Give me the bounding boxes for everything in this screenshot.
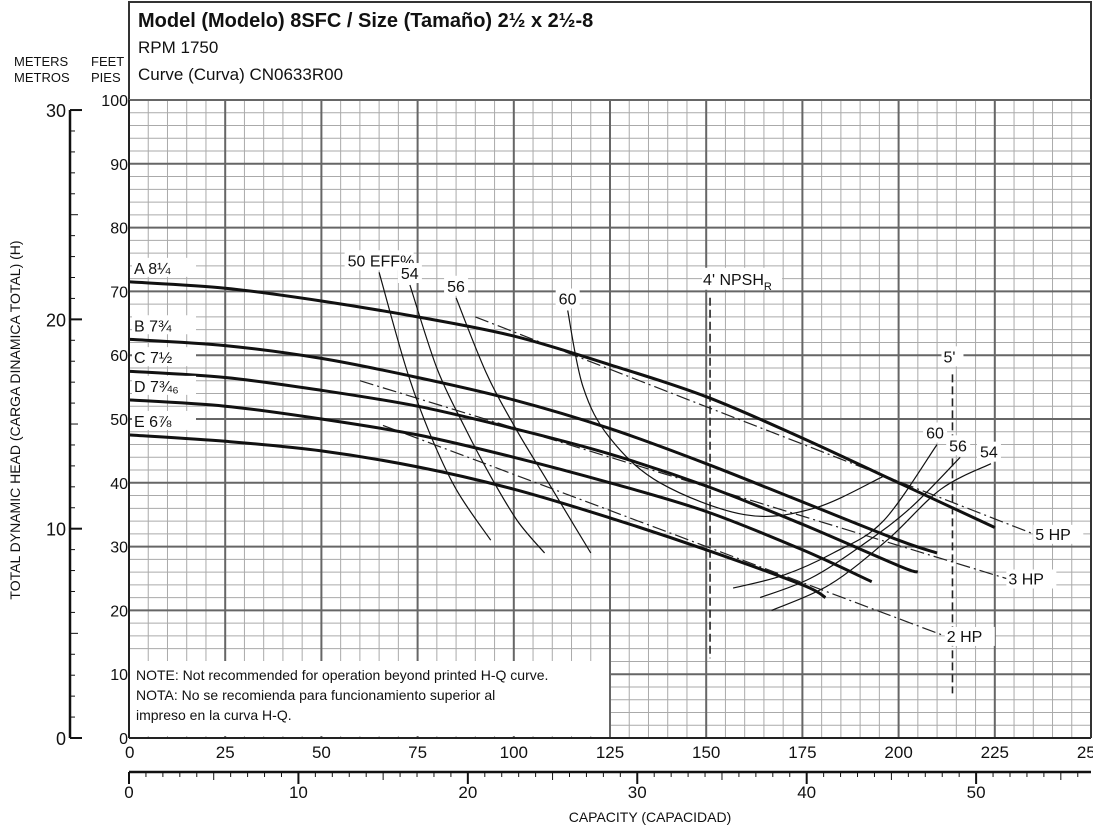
x-tick-label-gpm: 250 xyxy=(1077,743,1093,762)
y-tick-label-meters: 20 xyxy=(46,310,66,330)
y-tick-label-feet: 10 xyxy=(110,667,128,684)
npsh-label: 5' xyxy=(943,349,955,366)
x-tick-label-m3h: 20 xyxy=(458,783,477,802)
efficiency-label: 60 xyxy=(926,426,944,443)
hp-line xyxy=(359,380,1007,580)
y-tick-label-feet: 0 xyxy=(119,731,128,748)
y-tick-label-meters: 10 xyxy=(46,520,66,540)
hp-label-bg xyxy=(944,626,995,646)
efficiency-curve xyxy=(771,463,992,611)
x-tick-label-gpm: 0 xyxy=(125,743,134,762)
note-line-2: NOTA: No se recomienda para funcionamien… xyxy=(136,687,495,703)
efficiency-label: 56 xyxy=(949,438,967,455)
efficiency-label: 60 xyxy=(559,292,577,309)
rpm-label: RPM 1750 xyxy=(138,38,218,57)
efficiency-label: 54 xyxy=(980,445,998,462)
x-tick-label-m3h: 0 xyxy=(124,783,133,802)
y-tick-label-feet: 50 xyxy=(110,412,128,429)
efficiency-label-bg xyxy=(946,435,971,456)
efficiency-curve xyxy=(567,310,884,517)
y-tick-label-meters: 30 xyxy=(46,101,66,121)
efficiency-label-bg xyxy=(397,263,422,284)
hp-label: 2 HP xyxy=(947,629,983,646)
npsh-label-bg xyxy=(702,267,783,290)
impeller-label: E 6⅞ xyxy=(134,414,172,431)
y-tick-label-feet: 30 xyxy=(110,540,128,557)
pies-label: PIES xyxy=(91,70,121,85)
npsh-label: 4' NPSHR xyxy=(703,272,772,293)
x-axis-title: CAPACITY (CAPACIDAD) xyxy=(569,809,732,825)
x-tick-label-m3h: 40 xyxy=(797,783,816,802)
x-tick-label-m3h: 30 xyxy=(628,783,647,802)
impeller-label-bg xyxy=(132,375,196,395)
efficiency-label-bg xyxy=(344,250,414,271)
meters-label: METERS xyxy=(14,54,69,69)
impeller-label-bg xyxy=(132,347,196,367)
impeller-label: D 7¾₆ xyxy=(134,379,179,396)
efficiency-curve xyxy=(732,444,938,589)
efficiency-label-bg xyxy=(555,288,580,309)
impeller-label-bg xyxy=(132,410,196,430)
impeller-label-bg xyxy=(132,257,196,277)
y-tick-label-feet: 70 xyxy=(110,284,128,301)
header-box xyxy=(128,1,1092,101)
impeller-label: C 7½ xyxy=(134,350,172,367)
y-tick-label-meters: 0 xyxy=(56,729,66,749)
x-tick-label-gpm: 100 xyxy=(500,743,528,762)
efficiency-curve xyxy=(455,297,592,554)
note-box xyxy=(129,661,609,736)
x-tick-label-m3h: 10 xyxy=(289,783,308,802)
x-tick-label-m3h: 50 xyxy=(967,783,986,802)
impeller-label: B 7¾ xyxy=(134,318,172,335)
impeller-curves xyxy=(128,280,996,599)
y-tick-label-feet: 80 xyxy=(110,221,128,238)
y-tick-label-feet: 20 xyxy=(110,603,128,620)
x-tick-label-gpm: 75 xyxy=(408,743,427,762)
efficiency-curves xyxy=(378,272,992,611)
hp-label: 5 HP xyxy=(1035,527,1071,544)
efficiency-curve xyxy=(409,284,546,554)
efficiency-curve xyxy=(759,456,961,599)
hp-label-bg xyxy=(1033,524,1084,544)
impeller-curve xyxy=(128,433,827,599)
feet-label: FEET xyxy=(91,54,124,69)
impeller-curve xyxy=(128,398,873,584)
y-axis-title: TOTAL DYNAMIC HEAD (CARGA DINAMICA TOTAL… xyxy=(7,240,23,599)
x-tick-label-gpm: 200 xyxy=(884,743,912,762)
y-tick-label-feet: 40 xyxy=(110,476,128,493)
curve-id-label: Curve (Curva) CN0633R00 xyxy=(138,65,343,84)
impeller-curve xyxy=(128,280,996,529)
efficiency-label: 56 xyxy=(447,279,465,296)
efficiency-curve xyxy=(378,272,492,541)
x-tick-label-gpm: 150 xyxy=(692,743,720,762)
impeller-curve xyxy=(128,337,938,555)
y-tick-label-feet: 100 xyxy=(101,93,128,110)
efficiency-label: 54 xyxy=(401,266,419,283)
x-tick-label-gpm: 125 xyxy=(596,743,624,762)
x-tick-label-gpm: 50 xyxy=(312,743,331,762)
impeller-label-bg xyxy=(132,315,196,335)
chart-title: Model (Modelo) 8SFC / Size (Tamaño) 2½ x… xyxy=(138,10,593,32)
x-tick-label-gpm: 25 xyxy=(216,743,235,762)
note-line-1: NOTE: Not recommended for operation beyo… xyxy=(136,667,548,683)
impeller-curve xyxy=(128,369,919,574)
npsh-label-bg xyxy=(941,346,964,367)
impeller-label: A 8¼ xyxy=(134,261,171,278)
note-line-3: impreso en la curva H-Q. xyxy=(136,707,292,723)
y-tick-label-feet: 90 xyxy=(110,157,128,174)
efficiency-label-bg xyxy=(976,441,1001,462)
x-tick-label-gpm: 225 xyxy=(981,743,1009,762)
x-tick-label-gpm: 175 xyxy=(788,743,816,762)
efficiency-label-bg xyxy=(923,422,948,443)
y-tick-label-feet: 60 xyxy=(110,348,128,365)
efficiency-label: 50 EFF% xyxy=(348,253,415,270)
hp-label: 3 HP xyxy=(1008,572,1044,589)
metros-label: METROS xyxy=(14,70,70,85)
hp-label-bg xyxy=(1006,569,1057,589)
efficiency-label-bg xyxy=(444,275,469,296)
hp-line xyxy=(382,424,945,637)
